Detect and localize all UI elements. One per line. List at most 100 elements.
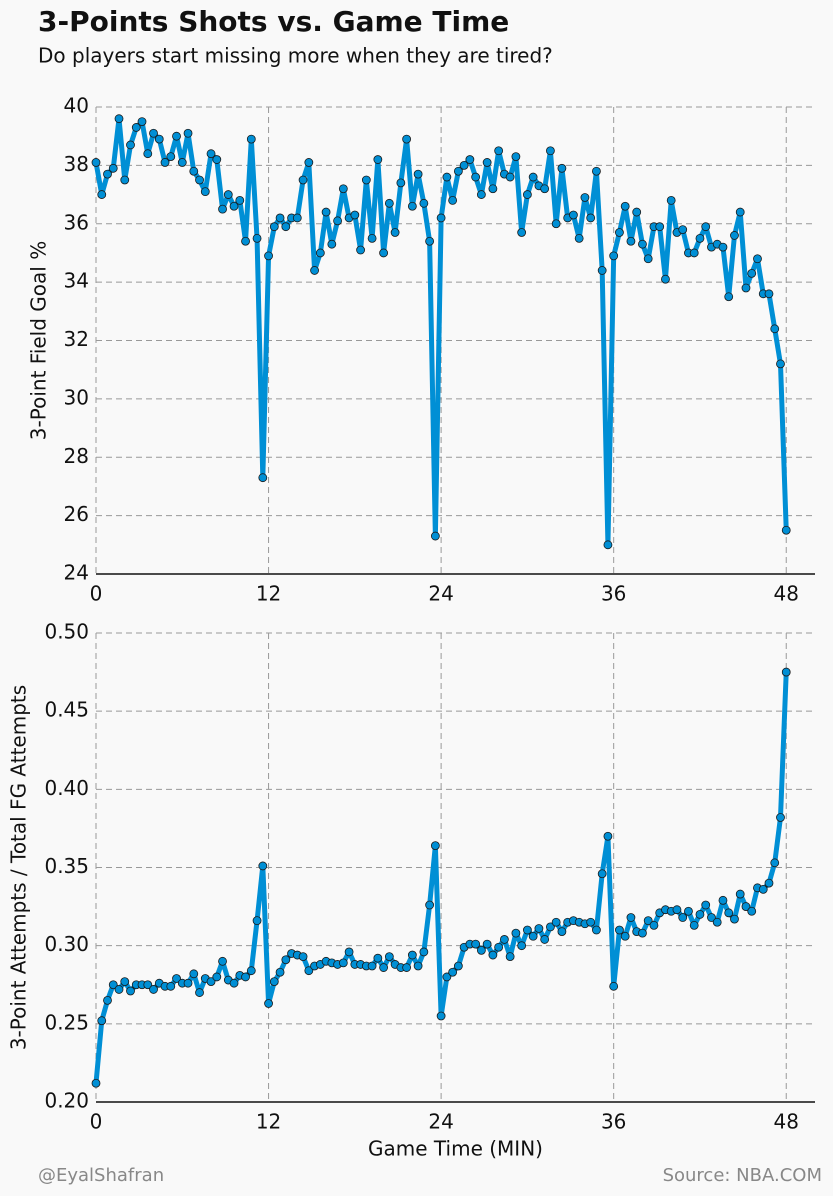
point	[523, 925, 532, 935]
point	[638, 239, 647, 249]
point	[448, 967, 458, 977]
point	[597, 869, 607, 879]
point	[684, 906, 693, 916]
point	[672, 905, 682, 915]
point	[695, 233, 705, 243]
point	[281, 222, 291, 232]
point	[218, 956, 227, 966]
point	[649, 920, 659, 930]
point	[436, 213, 446, 223]
point	[551, 219, 561, 229]
x-axis-label: Game Time (MIN)	[368, 1137, 543, 1161]
y-tick-label: 0.35	[44, 854, 89, 878]
point	[569, 210, 578, 220]
credit: @EyalShafran	[38, 1165, 164, 1186]
point	[499, 935, 509, 944]
point	[632, 207, 642, 217]
point	[154, 134, 164, 144]
point	[103, 169, 112, 179]
point	[615, 228, 624, 237]
point	[206, 977, 216, 987]
point	[189, 969, 199, 979]
point	[373, 953, 383, 963]
point	[172, 131, 181, 141]
point	[189, 166, 199, 176]
x-tick-label: 48	[774, 582, 799, 606]
point	[177, 158, 187, 167]
x-tick-label: 0	[90, 582, 103, 606]
point	[419, 198, 429, 208]
point	[747, 268, 757, 278]
point	[724, 292, 734, 302]
point	[442, 172, 452, 182]
point	[528, 931, 538, 941]
point	[183, 128, 193, 138]
point	[269, 977, 279, 987]
y-tick-label: 38	[64, 152, 89, 176]
point	[626, 913, 636, 922]
x-tick-label: 48	[774, 1110, 799, 1134]
point	[91, 1078, 101, 1088]
point	[735, 207, 745, 217]
point	[540, 184, 550, 194]
point	[551, 917, 561, 927]
point	[488, 184, 498, 194]
point	[666, 195, 676, 205]
point	[643, 916, 653, 926]
x-tick-label: 12	[256, 582, 281, 606]
subtitle: Do players start missing more when they …	[38, 44, 553, 68]
point	[246, 966, 256, 976]
point	[183, 978, 193, 988]
point	[741, 902, 751, 911]
point	[701, 900, 711, 910]
x-tick-label: 36	[601, 582, 626, 606]
point	[241, 236, 250, 246]
point	[724, 908, 734, 918]
point	[707, 913, 716, 922]
point	[758, 884, 768, 894]
point	[453, 961, 463, 971]
point	[718, 895, 728, 905]
point	[678, 225, 688, 234]
point	[494, 942, 504, 952]
point	[149, 128, 158, 138]
point	[488, 950, 498, 960]
point	[212, 972, 222, 982]
point	[517, 941, 527, 951]
point	[615, 925, 624, 935]
point	[97, 1016, 107, 1026]
point	[730, 231, 739, 240]
point	[557, 163, 567, 173]
point	[229, 201, 239, 211]
point	[338, 184, 348, 194]
point	[494, 146, 504, 156]
point	[523, 190, 532, 199]
source: Source: NBA.COM	[663, 1165, 822, 1186]
point	[384, 198, 394, 208]
point	[172, 974, 181, 983]
point	[338, 958, 348, 968]
point	[471, 939, 481, 949]
point	[517, 228, 527, 237]
y-axis-label: 3-Point Field Goal %	[27, 241, 51, 440]
point	[402, 134, 412, 144]
point	[350, 210, 360, 220]
point	[580, 193, 590, 202]
point	[344, 947, 354, 957]
point	[298, 175, 308, 185]
point	[764, 289, 774, 299]
point	[712, 917, 722, 927]
point	[419, 947, 429, 957]
point	[229, 978, 239, 988]
point	[281, 955, 291, 965]
point	[212, 155, 222, 164]
y-tick-label: 0.45	[44, 698, 89, 722]
point	[436, 1011, 446, 1021]
point	[252, 233, 262, 243]
point	[264, 999, 273, 1008]
point	[373, 155, 383, 164]
point	[396, 178, 406, 188]
point	[241, 972, 250, 982]
point	[442, 972, 452, 982]
y-tick-label: 0.25	[44, 1010, 89, 1034]
